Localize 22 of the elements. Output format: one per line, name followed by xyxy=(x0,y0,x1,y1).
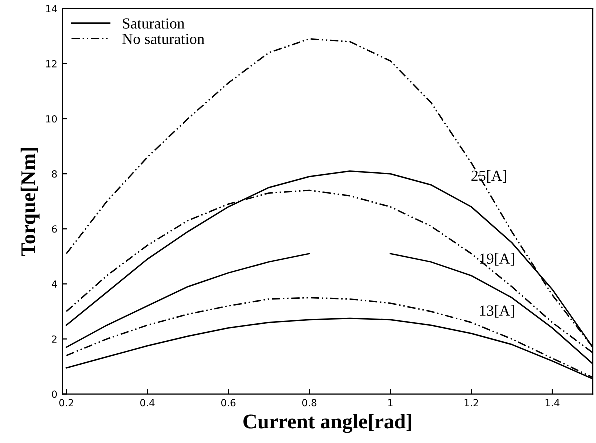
legend-label: Saturation xyxy=(123,18,185,29)
x-tick-label: 0.2 xyxy=(60,399,74,407)
y-tick-label: 4 xyxy=(52,280,58,288)
y-tick-label: 14 xyxy=(46,5,58,13)
x-tick-label: 0.6 xyxy=(222,399,236,407)
y-tick-label: 8 xyxy=(52,170,58,178)
y-tick-label: 12 xyxy=(46,60,57,68)
x-tick-label: 1 xyxy=(388,399,393,407)
y-axis-title: Torque[Nm] xyxy=(20,148,40,256)
legend-label: No saturation xyxy=(122,34,205,44)
x-tick-label: 1.4 xyxy=(546,399,560,407)
x-axis-title: Current angle[rad] xyxy=(244,414,412,434)
x-tick-label: 1.2 xyxy=(464,399,478,407)
annotation: 19[A] xyxy=(480,253,514,266)
x-tick-label: 0.8 xyxy=(302,399,317,407)
y-tick-label: 2 xyxy=(52,336,57,343)
y-tick-label: 10 xyxy=(46,115,58,123)
y-tick-label: 0 xyxy=(52,390,58,398)
y-tick-label: 6 xyxy=(52,226,58,233)
annotation: 13[A] xyxy=(480,305,514,318)
x-tick-label: 0.4 xyxy=(140,399,155,407)
annotation: 25[A] xyxy=(472,170,506,184)
